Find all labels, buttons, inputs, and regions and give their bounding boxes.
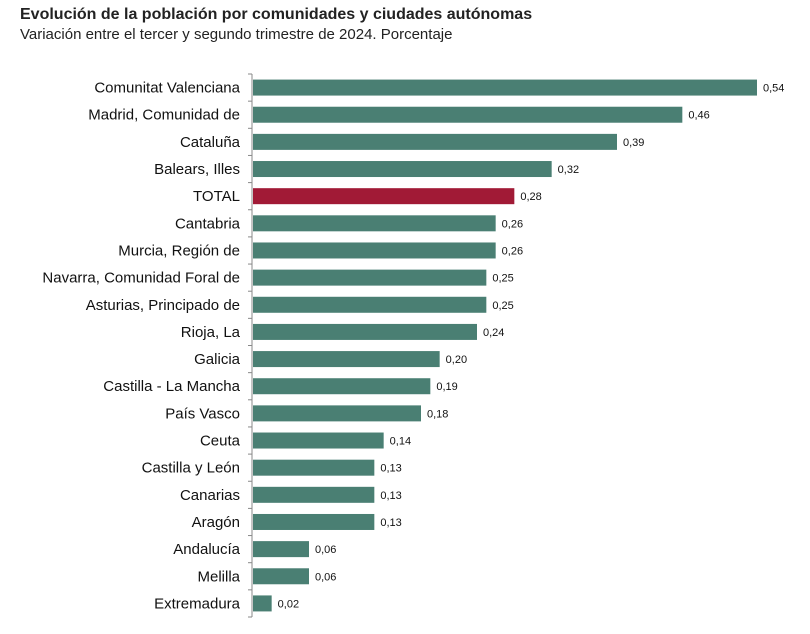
- category-label: Balears, Illes: [154, 161, 240, 178]
- bar: [253, 106, 683, 123]
- bar: [253, 79, 757, 96]
- value-label: 0,13: [380, 517, 401, 529]
- category-label: TOTAL: [193, 188, 240, 205]
- category-label: Ceuta: [200, 433, 241, 450]
- category-label: Melilla: [197, 568, 240, 585]
- value-label: 0,24: [483, 327, 504, 339]
- bar-total: [253, 188, 515, 205]
- category-label: Aragón: [192, 514, 240, 531]
- bar: [253, 351, 440, 368]
- value-label: 0,26: [502, 218, 523, 230]
- category-label: Murcia, Región de: [118, 242, 240, 259]
- bar: [253, 568, 309, 585]
- value-label: 0,46: [688, 110, 709, 122]
- bar: [253, 541, 309, 558]
- bar: [253, 405, 421, 422]
- bar: [253, 595, 272, 612]
- chart-title: Evolución de la población por comunidade…: [20, 6, 533, 23]
- value-label: 0,18: [427, 408, 448, 420]
- category-label: Cataluña: [180, 134, 241, 151]
- bar: [253, 296, 487, 313]
- value-label: 0,25: [492, 273, 513, 285]
- chart-subtitle: Variación entre el tercer y segundo trim…: [20, 26, 453, 43]
- value-label: 0,02: [278, 598, 299, 610]
- bar: [253, 215, 496, 232]
- category-label: Castilla - La Mancha: [103, 378, 240, 395]
- category-label: Extremadura: [154, 595, 241, 612]
- category-label: Cantabria: [175, 215, 241, 232]
- category-label: Canarias: [180, 487, 240, 504]
- value-label: 0,13: [380, 463, 401, 475]
- value-label: 0,54: [763, 83, 784, 95]
- value-label: 0,13: [380, 490, 401, 502]
- category-label: Andalucía: [173, 541, 240, 558]
- bar: [253, 513, 375, 530]
- category-label: Asturias, Principado de: [86, 297, 240, 314]
- category-label: Madrid, Comunidad de: [88, 107, 240, 124]
- value-label: 0,14: [390, 436, 411, 448]
- value-label: 0,26: [502, 245, 523, 257]
- value-label: 0,20: [446, 354, 467, 366]
- category-label: Castilla y León: [142, 460, 240, 477]
- bar: [253, 432, 384, 449]
- bar: [253, 161, 552, 178]
- bar: [253, 133, 617, 150]
- category-label: País Vasco: [165, 405, 240, 422]
- value-label: 0,19: [436, 381, 457, 393]
- value-label: 0,25: [492, 300, 513, 312]
- category-label: Navarra, Comunidad Foral de: [42, 270, 240, 287]
- bar: [253, 242, 496, 259]
- bar: [253, 486, 375, 503]
- bar: [253, 323, 477, 340]
- category-label: Comunitat Valenciana: [94, 80, 240, 97]
- bar: [253, 378, 431, 395]
- value-label: 0,06: [315, 544, 336, 556]
- category-label: Rioja, La: [181, 324, 241, 341]
- category-label: Galicia: [194, 351, 241, 368]
- bar: [253, 269, 487, 286]
- value-label: 0,32: [558, 164, 579, 176]
- value-label: 0,28: [520, 191, 541, 203]
- value-label: 0,39: [623, 137, 644, 149]
- bar: [253, 459, 375, 476]
- value-label: 0,06: [315, 571, 336, 583]
